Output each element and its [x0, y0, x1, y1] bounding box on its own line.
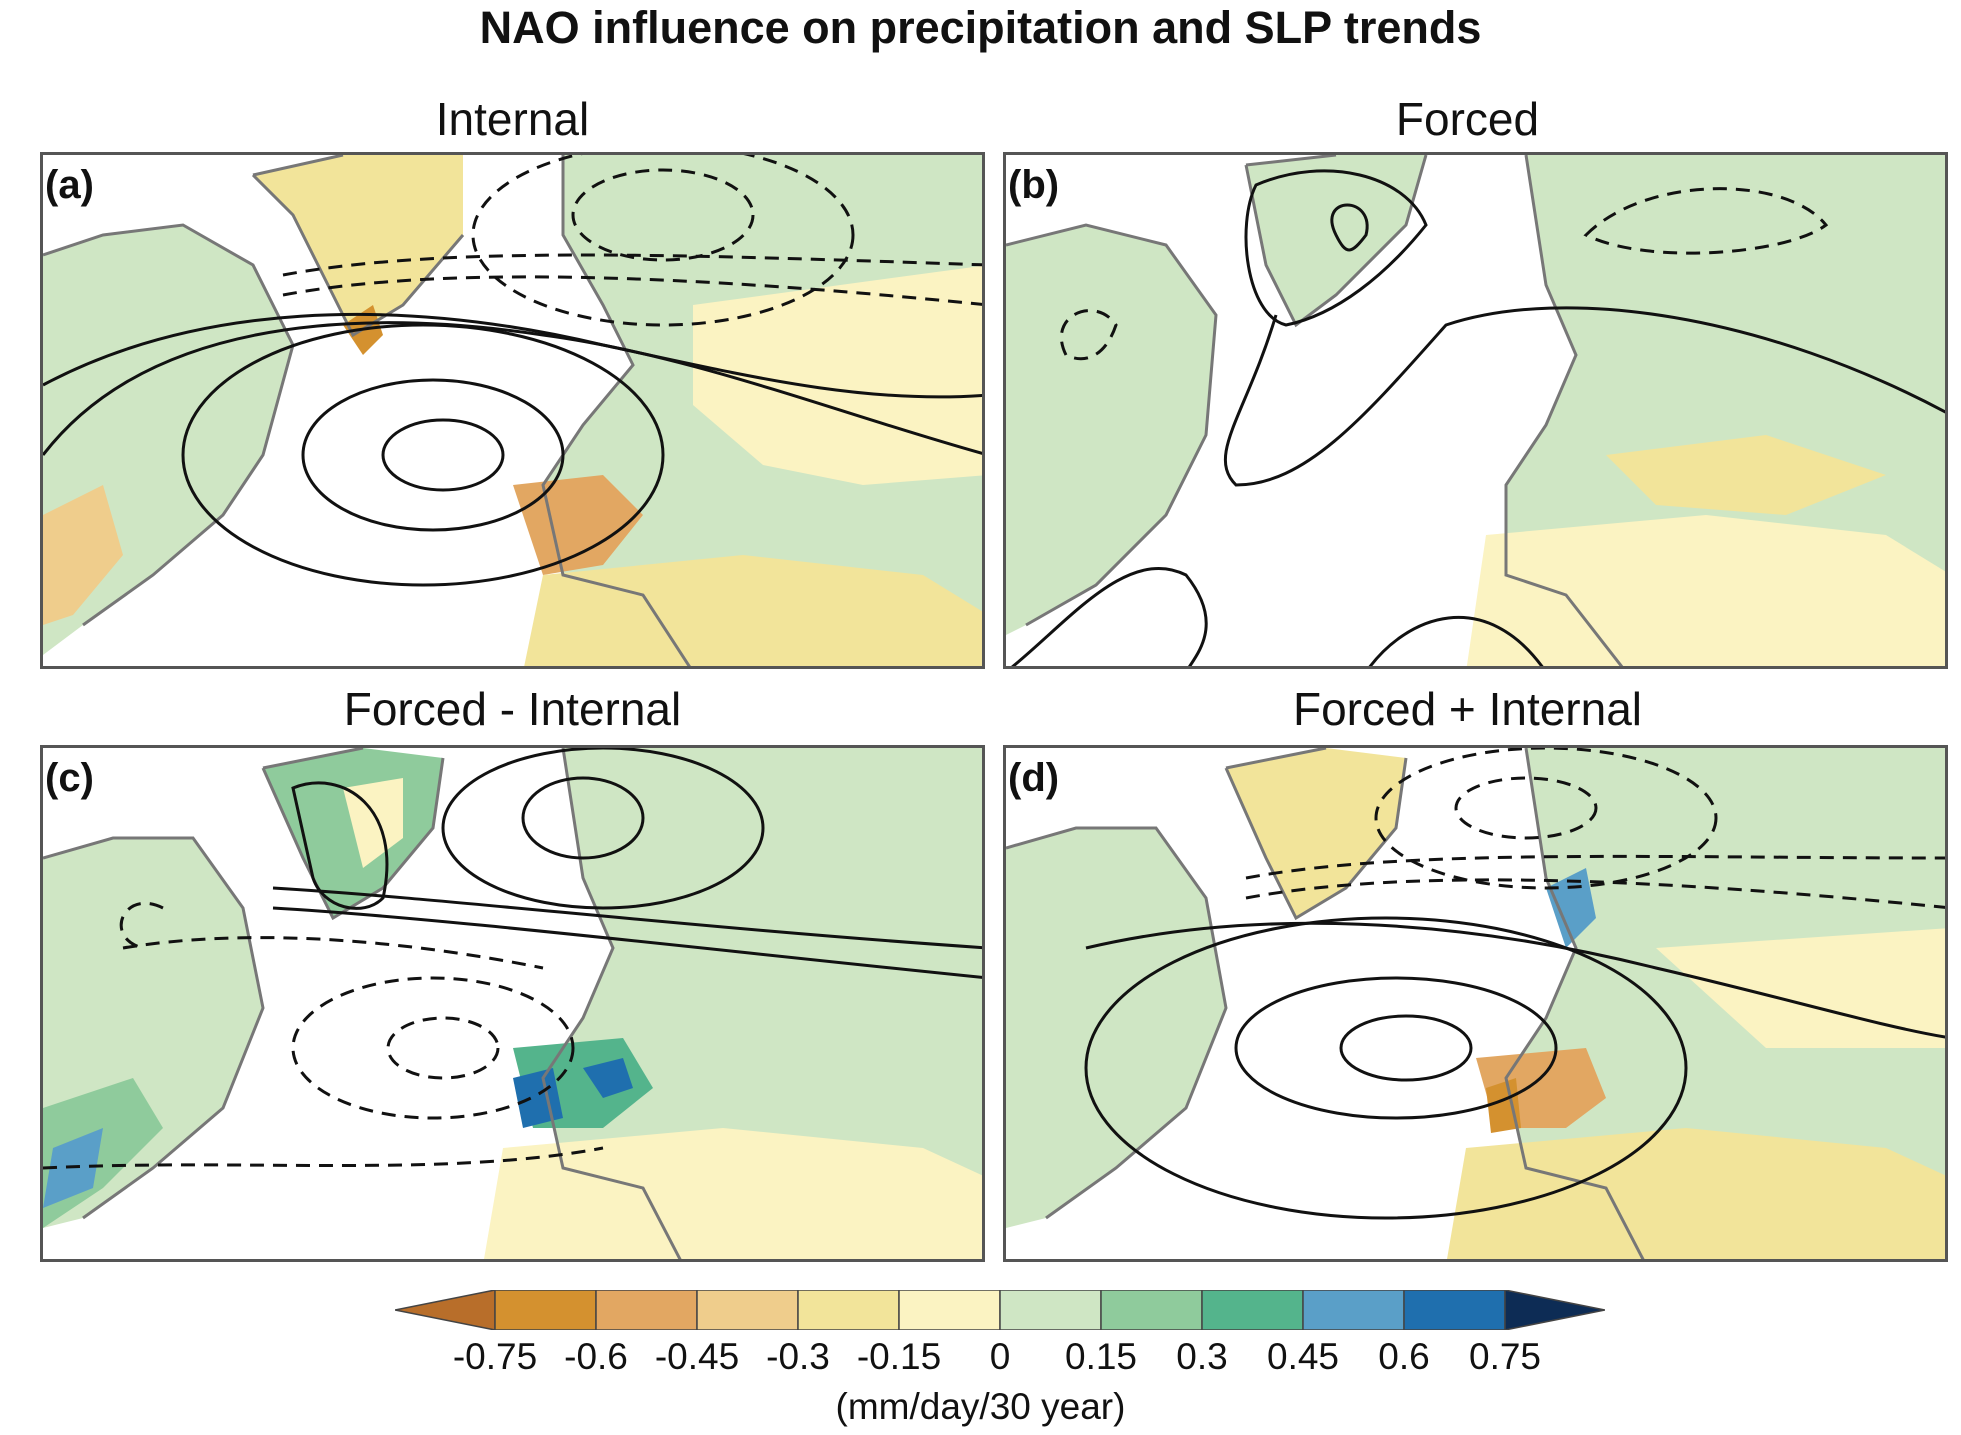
panel-c-title: Forced - Internal — [343, 683, 682, 735]
colorbar-bin — [494, 1290, 597, 1330]
colorbar — [395, 1290, 1605, 1330]
map-b-graphic — [1006, 155, 1945, 666]
colorbar-bin — [1100, 1290, 1203, 1330]
colorbar-tick-label: 0.3 — [1176, 1336, 1228, 1377]
colorbar-tick-label: 0.15 — [1064, 1336, 1138, 1377]
panel-b-tag: (b) — [1008, 163, 1060, 207]
map-panel-d: (d) — [1003, 745, 1948, 1262]
colorbar-bin — [999, 1290, 1102, 1330]
colorbar-bin — [797, 1290, 900, 1330]
colorbar-bin — [1504, 1290, 1605, 1330]
map-d-graphic — [1006, 748, 1945, 1259]
colorbar-bin — [696, 1290, 799, 1330]
panel-a-title: Internal — [435, 93, 590, 145]
panel-d-tag: (d) — [1008, 756, 1060, 800]
map-panel-a: (a) — [40, 152, 985, 669]
colorbar-bin — [898, 1290, 1001, 1330]
panel-b-title: Forced — [1395, 93, 1540, 145]
map-panel-c: (c) — [40, 745, 985, 1262]
colorbar-bin — [595, 1290, 698, 1330]
colorbar-tick-label: -0.45 — [654, 1336, 740, 1377]
colorbar-units: (mm/day/30 year) — [835, 1386, 1126, 1427]
panel-c-tag: (c) — [45, 756, 94, 800]
colorbar-tick-label: 0 — [989, 1336, 1011, 1377]
panel-d-title: Forced + Internal — [1292, 683, 1643, 735]
colorbar-bin — [1201, 1290, 1304, 1330]
colorbar-bin — [1403, 1290, 1506, 1330]
map-a-graphic — [43, 155, 982, 666]
map-c-graphic — [43, 748, 982, 1259]
colorbar-tick-label: -0.75 — [452, 1336, 538, 1377]
colorbar-tick-label: 0.6 — [1378, 1336, 1430, 1377]
colorbar-bin — [1302, 1290, 1405, 1330]
colorbar-tick-label: 0.45 — [1266, 1336, 1340, 1377]
map-panel-b: (b) — [1003, 152, 1948, 669]
colorbar-tick-label: -0.6 — [564, 1336, 628, 1377]
colorbar-bin — [395, 1290, 496, 1330]
colorbar-tick-label: 0.75 — [1468, 1336, 1542, 1377]
panel-a-tag: (a) — [45, 163, 94, 207]
colorbar-tick-label: -0.15 — [856, 1336, 942, 1377]
figure-title: NAO influence on precipitation and SLP t… — [479, 2, 1482, 53]
colorbar-tick-label: -0.3 — [766, 1336, 830, 1377]
